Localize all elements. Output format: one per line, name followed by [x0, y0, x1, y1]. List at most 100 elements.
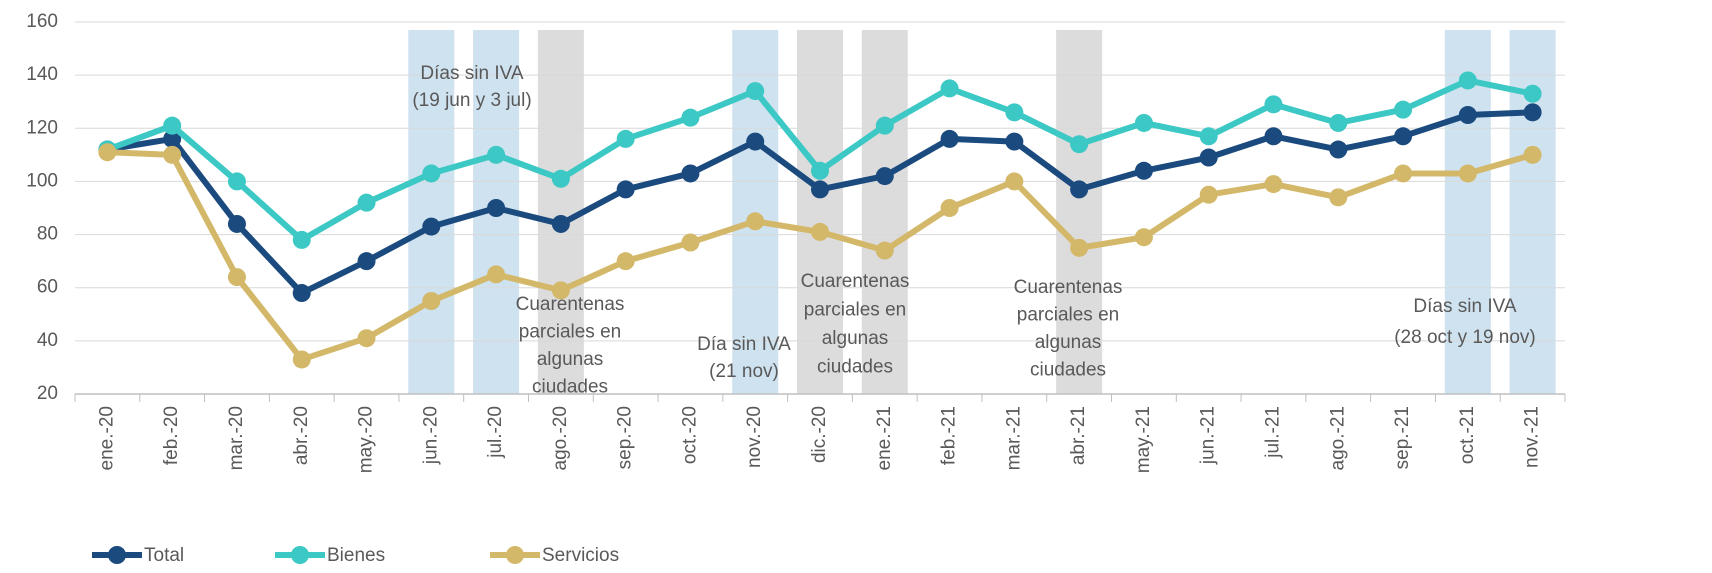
- data-point: [875, 241, 894, 260]
- data-point: [1458, 71, 1477, 90]
- data-point: [1264, 127, 1283, 146]
- data-point: [422, 292, 441, 310]
- legend-marker: [291, 546, 309, 564]
- data-point: [1005, 132, 1024, 151]
- data-point: [1070, 238, 1089, 257]
- y-tick-label: 140: [26, 64, 58, 85]
- data-point: [487, 145, 506, 164]
- annotation: Cuarentenas: [516, 294, 625, 315]
- y-tick-label: 80: [37, 224, 58, 245]
- data-point: [875, 116, 894, 135]
- data-point: [1394, 127, 1413, 146]
- annotation: Cuarentenas: [801, 271, 910, 292]
- data-point: [551, 214, 570, 233]
- legend-item: Total: [92, 545, 184, 566]
- data-point: [1070, 135, 1089, 154]
- data-point: [1329, 188, 1348, 207]
- annotation: Días sin IVA: [420, 63, 523, 84]
- annotation: (19 jun y 3 jul): [412, 90, 531, 111]
- data-point: [875, 167, 894, 186]
- data-point: [292, 350, 311, 369]
- x-tick-label: jul.-21: [1262, 406, 1283, 459]
- x-tick-label: nov.-21: [1522, 406, 1543, 468]
- data-point: [1523, 103, 1542, 122]
- data-point: [1458, 164, 1477, 183]
- data-point: [1070, 180, 1089, 199]
- legend-label: Servicios: [542, 545, 619, 566]
- data-point: [357, 329, 376, 348]
- data-point: [1134, 228, 1153, 247]
- highlight-band: [861, 30, 908, 394]
- data-point: [1394, 164, 1413, 183]
- data-point: [487, 265, 506, 284]
- annotation: ciudades: [532, 377, 608, 398]
- data-point: [551, 281, 570, 300]
- data-point: [422, 164, 441, 183]
- annotation: algunas: [1035, 332, 1102, 353]
- y-tick-label: 60: [37, 277, 58, 298]
- data-point: [616, 252, 635, 271]
- data-point: [940, 79, 959, 98]
- x-tick-label: abr.-20: [291, 406, 312, 465]
- legend-label: Total: [144, 545, 184, 566]
- legend-item: Servicios: [490, 545, 619, 566]
- legend-marker: [506, 546, 524, 564]
- x-tick-label: ago.-21: [1327, 406, 1348, 470]
- x-tick-label: nov.-20: [744, 406, 765, 468]
- x-tick-label: ene.-21: [874, 406, 895, 470]
- x-tick-label: ago.-20: [550, 406, 571, 470]
- data-point: [1523, 145, 1542, 164]
- data-point: [811, 180, 829, 199]
- x-tick-label: may.-20: [356, 406, 377, 473]
- annotation: parciales en: [519, 322, 621, 343]
- data-point: [616, 129, 635, 148]
- data-point: [487, 199, 506, 217]
- data-point: [1134, 161, 1153, 180]
- x-tick-label: ene.-20: [96, 406, 117, 470]
- data-point: [227, 172, 246, 191]
- x-tick-label: sep.-20: [615, 406, 636, 469]
- legend-marker: [108, 546, 126, 564]
- data-point: [551, 169, 570, 188]
- data-point: [1199, 127, 1218, 146]
- data-point: [1329, 140, 1348, 159]
- highlight-band: [1444, 30, 1491, 394]
- data-point: [746, 132, 765, 151]
- data-point: [746, 212, 765, 231]
- data-point: [940, 129, 959, 148]
- highlight-band: [797, 30, 843, 394]
- annotation: parciales en: [804, 300, 906, 321]
- y-tick-label: 160: [26, 11, 58, 32]
- data-point: [1005, 103, 1024, 122]
- data-point: [1458, 106, 1477, 124]
- x-tick-label: mar.-20: [226, 406, 247, 470]
- x-tick-label: dic.-20: [809, 406, 830, 463]
- x-tick-label: oct.-20: [679, 406, 700, 464]
- x-tick-label: jun.-20: [420, 406, 441, 465]
- data-point: [227, 214, 246, 233]
- data-point: [940, 199, 959, 217]
- data-point: [1264, 175, 1283, 194]
- y-tick-label: 20: [37, 383, 58, 404]
- data-point: [681, 108, 700, 127]
- data-point: [227, 268, 246, 287]
- data-point: [746, 82, 765, 101]
- data-point: [163, 116, 182, 135]
- x-tick-label: oct.-21: [1457, 406, 1478, 464]
- annotation: Cuarentenas: [1014, 277, 1123, 298]
- data-point: [1394, 100, 1413, 119]
- data-point: [1005, 172, 1024, 191]
- annotation: ciudades: [817, 357, 893, 378]
- legend-label: Bienes: [327, 545, 385, 566]
- data-point: [1199, 185, 1218, 204]
- data-point: [811, 161, 829, 180]
- y-tick-label: 40: [37, 330, 58, 351]
- y-tick-label: 120: [26, 117, 58, 138]
- annotation: parciales en: [1017, 305, 1119, 326]
- data-point: [163, 145, 182, 164]
- data-point: [292, 230, 311, 249]
- x-tick-label: may.-21: [1133, 406, 1154, 473]
- x-tick-label: feb.-21: [939, 406, 960, 465]
- annotation: ciudades: [1030, 360, 1106, 381]
